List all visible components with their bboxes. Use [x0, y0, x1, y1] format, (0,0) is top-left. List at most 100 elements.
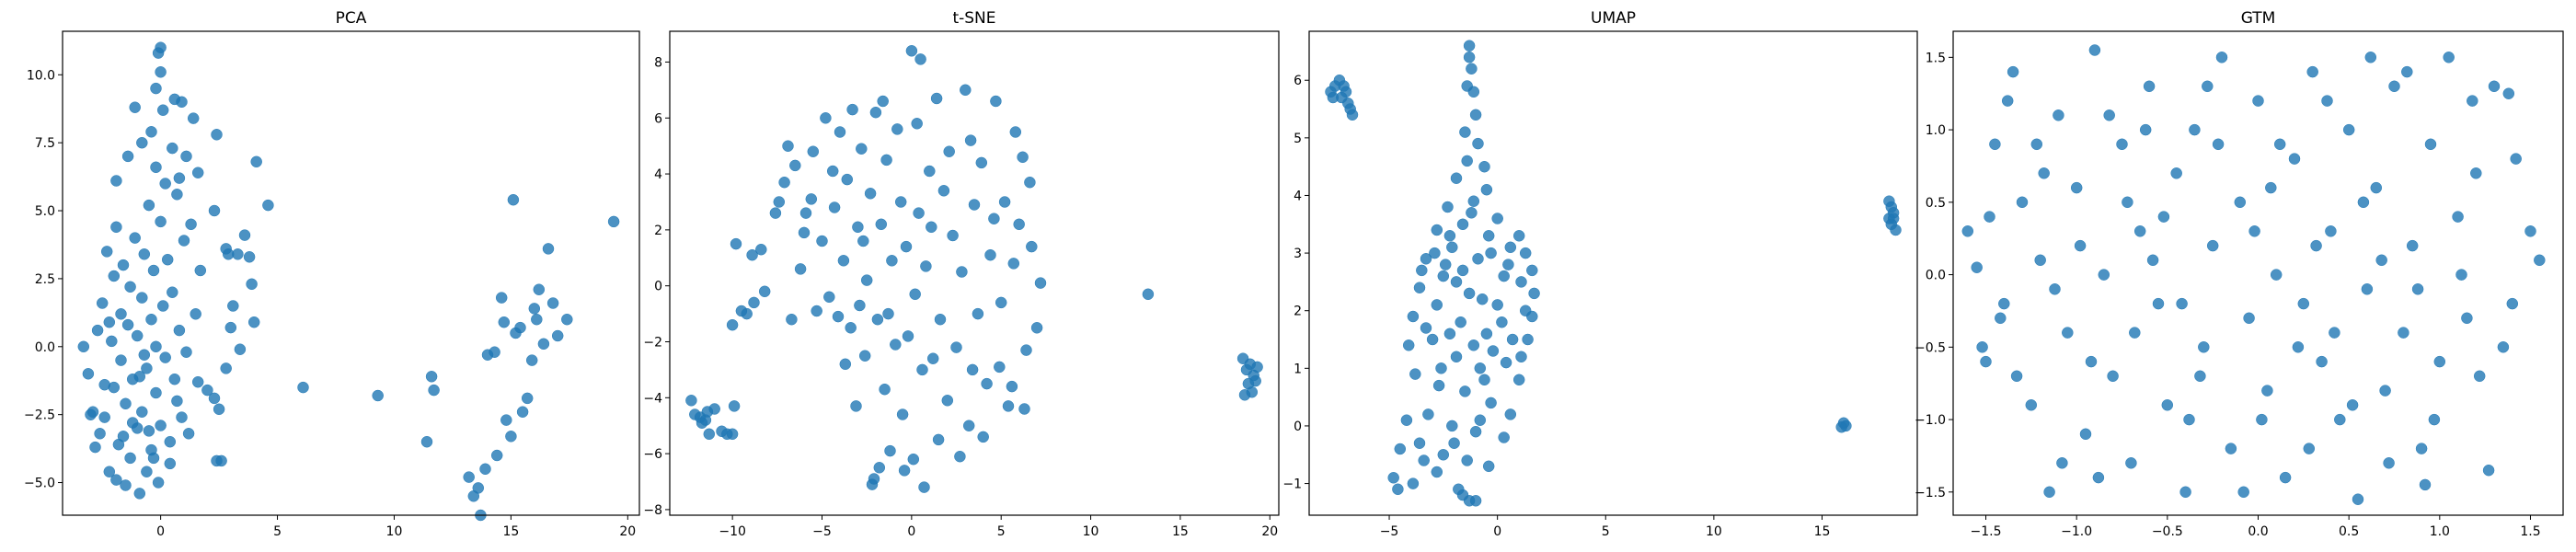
- gtm-point-82: [2510, 153, 2522, 165]
- umap-point-7: [1346, 109, 1359, 121]
- gtm-point-105: [2122, 196, 2133, 209]
- umap-point-60: [1394, 443, 1407, 455]
- tsne-point-25: [823, 291, 835, 304]
- gtm-point-94: [2049, 283, 2061, 295]
- tsne-point-116: [826, 165, 839, 178]
- pca-point-27: [136, 292, 148, 304]
- tsne-point-4: [703, 428, 716, 441]
- gtm-point-91: [2411, 283, 2424, 295]
- tsne-point-76: [998, 196, 1011, 208]
- tsne-point-77: [1002, 400, 1015, 412]
- tsne-point-75: [995, 296, 1007, 309]
- umap-point-73: [1512, 230, 1525, 242]
- pca-ytick-label-6: 10.0: [27, 68, 55, 83]
- umap-title: UMAP: [1591, 9, 1636, 28]
- tsne-ytick-label-6: 4: [654, 167, 662, 182]
- tsne-point-26: [828, 201, 841, 213]
- tsne-point-114: [786, 313, 798, 326]
- pca-point-97: [98, 378, 110, 391]
- umap-point-99: [1466, 207, 1478, 219]
- gtm-point-29: [2225, 443, 2237, 454]
- tsne-point-90: [773, 196, 786, 208]
- gtm-point-48: [2398, 327, 2409, 339]
- umap-point-91: [1418, 454, 1430, 466]
- tsne-point-13: [755, 243, 767, 256]
- pca-point-8: [103, 466, 116, 477]
- gtm-point-72: [2237, 486, 2249, 499]
- gtm-point-63: [2010, 370, 2023, 383]
- tsne-point-16: [778, 176, 790, 189]
- umap-ytick-label-5: 4: [1294, 189, 1302, 203]
- pca-point-16: [117, 259, 130, 271]
- tsne-point-87: [716, 425, 728, 438]
- tsne-point-0: [685, 395, 697, 407]
- umap-point-63: [1461, 454, 1473, 466]
- umap-point-85: [1420, 322, 1432, 334]
- tsne-panel: t-SNE −10 −5 0 5 10 15 20 −8 −6 −4 −2 0 2 4 6 8: [643, 9, 1280, 539]
- gtm-point-73: [2265, 181, 2277, 194]
- pca-point-54: [190, 308, 201, 320]
- gtm-point-21: [2152, 297, 2165, 310]
- umap-point-56: [1422, 408, 1434, 420]
- tsne-point-56: [916, 363, 928, 376]
- pca-point-120: [489, 346, 500, 358]
- pca-point-5: [96, 297, 109, 309]
- pca-point-14: [115, 308, 127, 320]
- gtm-point-80: [2455, 269, 2467, 281]
- pca-point-84: [220, 243, 232, 255]
- pca-point-83: [238, 229, 251, 241]
- pca-point-47: [168, 373, 181, 385]
- tsne-point-49: [896, 408, 909, 420]
- pca-point-126: [507, 193, 520, 206]
- gtm-point-56: [2470, 167, 2482, 179]
- tsne-point-71: [975, 156, 988, 169]
- umap-point-96: [1502, 259, 1514, 270]
- tsne-point-102: [1006, 380, 1018, 393]
- tsne-point-15: [769, 207, 782, 219]
- tsne-point-33: [852, 221, 864, 234]
- umap-point-74: [1519, 247, 1532, 259]
- gtm-point-61: [2534, 254, 2546, 267]
- gtm-point-106: [2176, 297, 2188, 310]
- pca-point-73: [121, 150, 134, 163]
- gtm-ytick-label-6: 1.5: [1926, 51, 1946, 65]
- gtm-xtick-label-2: −0.5: [2152, 524, 2183, 539]
- gtm-point-0: [1961, 225, 1974, 237]
- umap-point-29: [1420, 253, 1432, 265]
- pca-point-1: [82, 368, 95, 380]
- tsne-point-35: [858, 350, 871, 362]
- pca-point-132: [528, 303, 541, 315]
- umap-point-28: [1504, 241, 1517, 254]
- gtm-point-65: [2056, 457, 2068, 469]
- umap-point-26: [1456, 218, 1469, 231]
- pca-point-43: [159, 351, 171, 363]
- pca-point-114: [463, 471, 475, 483]
- tsne-point-119: [914, 53, 926, 65]
- tsne-point-74: [990, 95, 1002, 108]
- tsne-xtick-label-6: 20: [1261, 524, 1278, 539]
- tsne-point-115: [807, 145, 820, 157]
- gtm-point-42: [2342, 123, 2355, 136]
- tsne-point-40: [871, 313, 884, 326]
- umap-point-39: [1407, 310, 1420, 323]
- pca-point-32: [143, 199, 155, 212]
- umap-point-89: [1435, 362, 1447, 374]
- pca-point-104: [147, 452, 160, 465]
- pca-point-108: [191, 375, 204, 388]
- umap-point-34: [1413, 282, 1426, 293]
- pca-point-38: [152, 477, 165, 489]
- gtm-point-41: [2334, 413, 2346, 426]
- umap-point-78: [1522, 333, 1534, 346]
- pca-point-124: [500, 414, 512, 426]
- pca-point-55: [194, 264, 207, 277]
- tsne-point-118: [877, 95, 889, 108]
- umap-point-57: [1446, 420, 1458, 432]
- pca-point-28: [136, 406, 148, 418]
- gtm-point-99: [2310, 239, 2322, 252]
- gtm-ytick-label-4: 0.5: [1926, 196, 1946, 211]
- gtm-point-96: [2146, 254, 2159, 267]
- umap-point-87: [1467, 339, 1480, 351]
- umap-point-10: [1463, 40, 1476, 52]
- tsne-point-113: [1024, 176, 1036, 189]
